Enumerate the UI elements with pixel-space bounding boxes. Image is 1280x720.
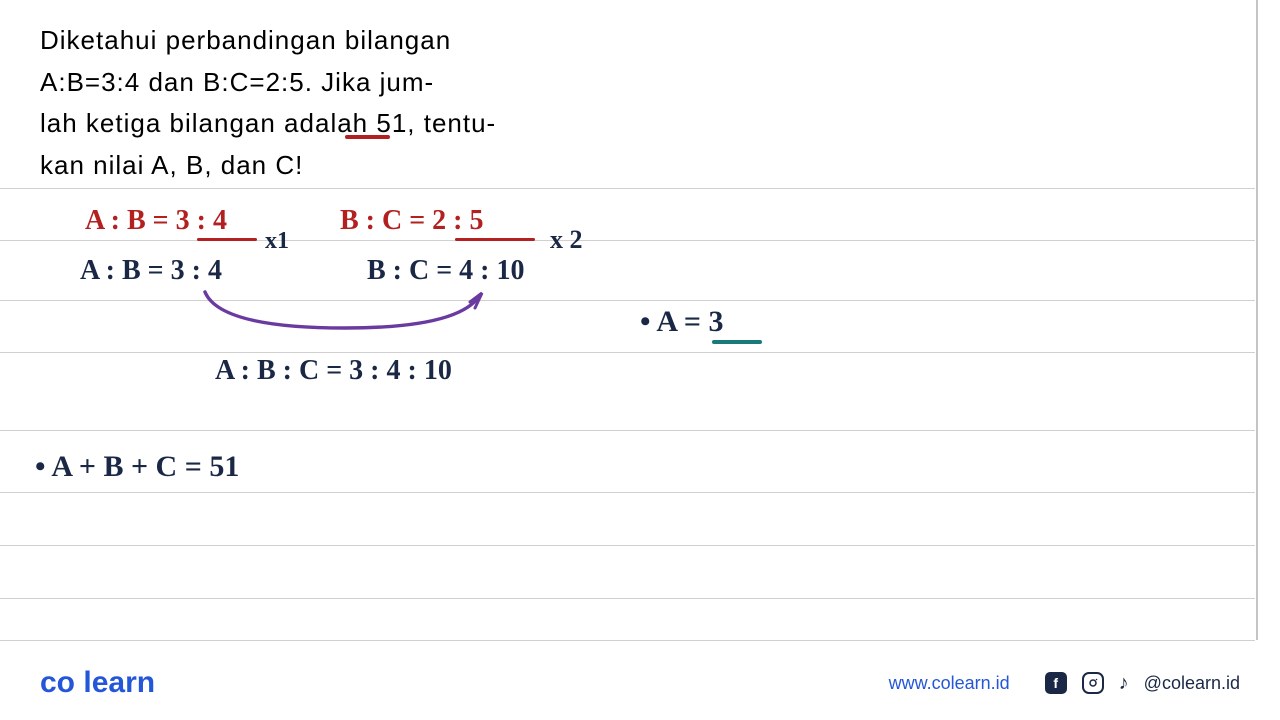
ab-ratio-underline xyxy=(197,238,257,241)
combined-ratio: A : B : C = 3 : 4 : 10 xyxy=(215,355,452,387)
problem-line-2: A:B=3:4 dan B:C=2:5. Jika jum- xyxy=(40,62,560,104)
website-link[interactable]: www.colearn.id xyxy=(889,673,1010,694)
footer-right: www.colearn.id f ♪ @colearn.id xyxy=(889,672,1240,695)
ruled-line xyxy=(0,300,1255,301)
ruled-line xyxy=(0,492,1255,493)
logo-learn: learn xyxy=(83,666,155,699)
footer: co learn www.colearn.id f ♪ @colearn.id xyxy=(0,666,1280,700)
ruled-line xyxy=(0,545,1255,546)
logo-co: co xyxy=(40,666,75,699)
sum-equation: • A + B + C = 51 xyxy=(35,450,239,484)
page-container: Diketahui perbandingan bilangan A:B=3:4 … xyxy=(0,0,1280,720)
social-handle: @colearn.id xyxy=(1144,673,1240,694)
a-equals: • A = 3 xyxy=(640,305,723,339)
bc-ratio-red: B : C = 2 : 5 xyxy=(340,205,484,237)
ab-ratio-red: A : B = 3 : 4 xyxy=(85,205,227,237)
ruled-line xyxy=(0,352,1255,353)
instagram-icon[interactable] xyxy=(1082,672,1104,694)
facebook-icon[interactable]: f xyxy=(1045,672,1067,694)
problem-line-4: kan nilai A, B, dan C! xyxy=(40,145,560,187)
purple-connector xyxy=(200,290,490,335)
ruled-line xyxy=(0,598,1255,599)
logo: co learn xyxy=(40,666,155,700)
problem-statement: Diketahui perbandingan bilangan A:B=3:4 … xyxy=(40,20,560,186)
ruled-line xyxy=(0,640,1255,641)
ab-ratio-dark: A : B = 3 : 4 xyxy=(80,255,222,287)
bc-ratio-underline xyxy=(455,238,535,241)
x1-multiplier: x1 xyxy=(265,228,289,255)
red-underline-51 xyxy=(345,135,390,139)
right-border xyxy=(1256,0,1258,640)
a-underline xyxy=(712,340,762,344)
problem-line-3: lah ketiga bilangan adalah 51, tentu- xyxy=(40,103,560,145)
x2-multiplier: x 2 xyxy=(550,225,583,255)
ruled-line xyxy=(0,240,1255,241)
ruled-line xyxy=(0,430,1255,431)
bc-ratio-dark: B : C = 4 : 10 xyxy=(367,255,525,287)
tiktok-icon[interactable]: ♪ xyxy=(1119,672,1129,695)
problem-line-1: Diketahui perbandingan bilangan xyxy=(40,20,560,62)
ruled-line xyxy=(0,188,1255,189)
